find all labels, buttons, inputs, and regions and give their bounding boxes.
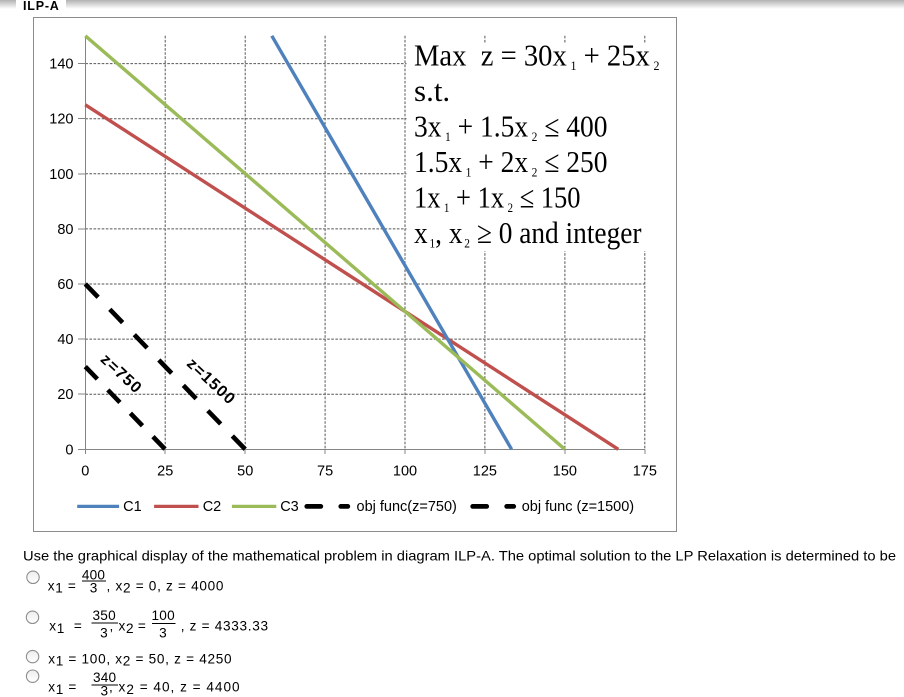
svg-text:175: 175 [633, 464, 657, 480]
svg-text:1x1 + 1x2 ≤ 150: 1x1 + 1x2 ≤ 150 [414, 180, 581, 216]
svg-text:C2: C2 [203, 499, 222, 515]
svg-text:, z = 4333.33: , z = 4333.33 [181, 619, 269, 634]
svg-text:s.t.: s.t. [414, 73, 450, 108]
svg-text:3: 3 [100, 626, 108, 641]
svg-text:obj func(z=750): obj func(z=750) [357, 499, 457, 515]
svg-text:100: 100 [393, 464, 417, 480]
svg-text:obj func (z=1500): obj func (z=1500) [522, 499, 634, 515]
svg-text:C1: C1 [123, 499, 142, 515]
svg-text:350: 350 [93, 608, 117, 623]
svg-text:75: 75 [317, 464, 333, 480]
svg-text:0: 0 [81, 464, 89, 480]
svg-text:3: 3 [90, 581, 98, 596]
svg-text:x1 = 100, x2 = 50, z = 4250: x1 = 100, x2 = 50, z = 4250 [48, 651, 232, 668]
svg-text:3: 3 [159, 626, 167, 641]
svg-text:25: 25 [157, 464, 173, 480]
svg-text:50: 50 [237, 464, 253, 480]
svg-text:C3: C3 [280, 499, 299, 515]
svg-text:120: 120 [49, 112, 73, 128]
svg-text:400: 400 [82, 567, 106, 582]
svg-text:125: 125 [473, 464, 497, 480]
svg-text:40: 40 [57, 332, 73, 348]
svg-text:x1, x2 ≥ 0 and integer: x1, x2 ≥ 0 and integer [414, 215, 642, 251]
svg-text:Max z = 30x1 + 25x2: Max z = 30x1 + 25x2 [414, 38, 660, 74]
svg-text:100: 100 [152, 608, 176, 623]
svg-text:140: 140 [49, 57, 73, 73]
svg-text:, x2 = 0, z = 4000: , x2 = 0, z = 4000 [107, 578, 225, 595]
svg-text:3: 3 [100, 684, 108, 697]
svg-text:20: 20 [57, 387, 73, 403]
svg-text:80: 80 [57, 222, 73, 238]
svg-text:340: 340 [93, 670, 117, 685]
svg-text:x1 =: x1 = [48, 578, 77, 595]
svg-text:100: 100 [49, 167, 73, 183]
svg-text:x1 =: x1 = [48, 680, 77, 697]
svg-text:1.5x1 + 2x2 ≤ 250: 1.5x1 + 2x2 ≤ 250 [414, 144, 608, 180]
svg-text:Use the graphical display of t: Use the graphical display of the mathema… [23, 549, 896, 564]
svg-text:=: = [138, 619, 147, 634]
svg-text:3x1 + 1.5x2 ≤ 400: 3x1 + 1.5x2 ≤ 400 [414, 109, 608, 145]
svg-text:x1 =: x1 = [49, 619, 82, 636]
svg-text:60: 60 [57, 277, 73, 293]
svg-text:, x2: , x2 [110, 619, 135, 636]
svg-text:150: 150 [553, 464, 577, 480]
svg-text:, x2 = 40, z = 4400: , x2 = 40, z = 4400 [109, 680, 241, 697]
svg-text:0: 0 [65, 442, 73, 458]
